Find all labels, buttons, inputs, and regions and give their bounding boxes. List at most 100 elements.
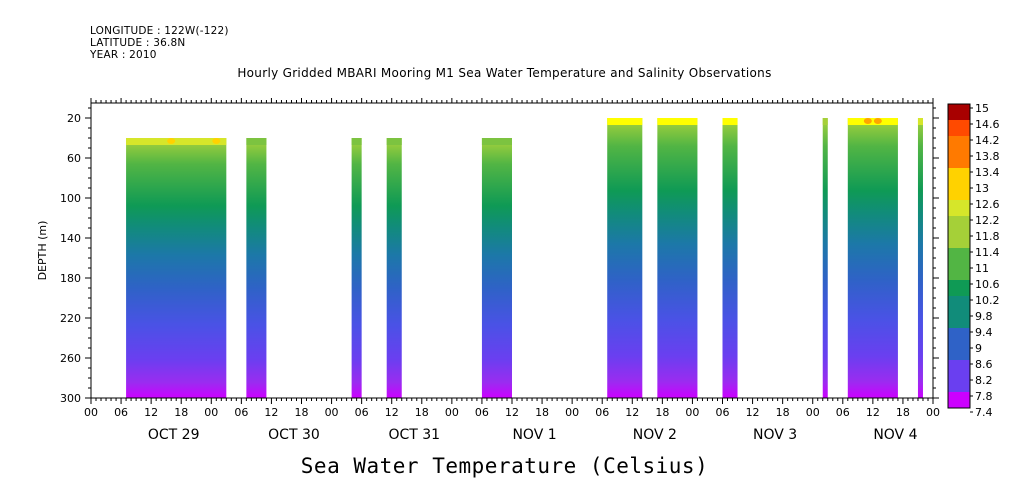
x-day-label: OCT 30 — [268, 427, 320, 443]
colorbar-tick-label: 8.2 — [975, 374, 993, 387]
x-hour-tick-label: 00 — [926, 406, 940, 419]
x-day-label: NOV 2 — [633, 427, 677, 443]
colorbar-band — [948, 360, 970, 377]
colorbar-tick-label: 10.2 — [975, 294, 1000, 307]
colorbar-tick-label: 11.8 — [975, 230, 1000, 243]
colorbar-band — [948, 120, 970, 137]
x-hour-tick-label: 06 — [595, 406, 609, 419]
colorbar-tick-label: 14.6 — [975, 118, 1000, 131]
surface-band — [607, 118, 643, 125]
colorbar-tick-label: 12.2 — [975, 214, 1000, 227]
y-tick-label: 300 — [60, 392, 81, 405]
surface-band — [917, 118, 923, 125]
x-hour-tick-label: 18 — [896, 406, 910, 419]
colorbar-tick-label: 7.8 — [975, 390, 993, 403]
colorbar-tick-label: 11 — [975, 262, 989, 275]
colorbar-band — [948, 280, 970, 297]
x-hour-tick-label: 00 — [325, 406, 339, 419]
x-hour-tick-label: 00 — [685, 406, 699, 419]
data-block — [657, 118, 698, 398]
colorbar-tick-label: 8.6 — [975, 358, 993, 371]
data-block — [822, 118, 828, 398]
x-day-label: NOV 4 — [873, 427, 917, 443]
colorbar-tick-label: 11.4 — [975, 246, 1000, 259]
colorbar-band — [948, 152, 970, 169]
data-block — [917, 118, 923, 398]
warm-spot — [167, 138, 176, 144]
warm-spot — [863, 118, 872, 124]
y-tick-label: 140 — [60, 232, 81, 245]
axes: 00 06 12 18 00 06 12 18 00 06 12 18 00 06 12 18 00 06 12 18… — [36, 98, 940, 443]
data-block — [722, 118, 738, 398]
x-hour-tick-label: 12 — [264, 406, 278, 419]
warm-spot — [873, 118, 882, 124]
y-tick-label: 60 — [67, 152, 81, 165]
x-hour-tick-label: 18 — [776, 406, 790, 419]
colorbar-band — [948, 104, 970, 121]
data-block — [847, 118, 898, 398]
y-tick-label: 260 — [60, 352, 81, 365]
x-day-label: OCT 31 — [388, 427, 440, 443]
surface-band — [481, 138, 512, 145]
x-hour-tick-label: 18 — [295, 406, 309, 419]
colorbar-tick-label: 14.2 — [975, 134, 1000, 147]
colorbar-band — [948, 296, 970, 313]
x-day-label: NOV 1 — [512, 427, 556, 443]
x-hour-tick-label: 18 — [535, 406, 549, 419]
colorbar-tick-label: 12.6 — [975, 198, 1000, 211]
data-block — [351, 138, 362, 398]
x-hour-tick-label: 06 — [836, 406, 850, 419]
x-hour-tick-label: 00 — [565, 406, 579, 419]
colorbar: 15 14.6 14.2 13.8 13.4 13 12.6 12.2 11.8 11.4 11 10… — [947, 102, 1000, 419]
x-hour-tick-label: 12 — [866, 406, 880, 419]
data-block — [246, 138, 267, 398]
colorbar-tick-label: 13.8 — [975, 150, 1000, 163]
data-block — [481, 138, 512, 398]
colorbar-band — [948, 232, 970, 249]
x-hour-tick-label: 12 — [144, 406, 158, 419]
surface-band — [246, 138, 267, 145]
colorbar-title: Sea Water Temperature (Celsius) — [300, 454, 709, 478]
colorbar-tick-label: 9 — [975, 342, 982, 355]
x-hour-tick-label: 00 — [84, 406, 98, 419]
colorbar-tick-label: 10.6 — [975, 278, 1000, 291]
x-hour-tick-label: 12 — [505, 406, 519, 419]
colorbar-tick-label: 13.4 — [975, 166, 1000, 179]
x-hour-tick-label: 00 — [806, 406, 820, 419]
y-tick-label: 220 — [60, 312, 81, 325]
data-block — [386, 138, 402, 398]
x-hour-tick-label: 00 — [445, 406, 459, 419]
surface-band — [657, 118, 698, 125]
chart-title: Hourly Gridded MBARI Mooring M1 Sea Wate… — [237, 66, 772, 80]
y-tick-label: 20 — [67, 112, 81, 125]
x-hour-tick-label: 06 — [475, 406, 489, 419]
colorbar-tick-label: 15 — [975, 102, 989, 115]
x-day-label: OCT 29 — [148, 427, 200, 443]
surface-band — [351, 138, 362, 145]
longitude-label: LONGITUDE : 122W(-122) — [90, 25, 229, 37]
surface-band — [126, 138, 227, 145]
surface-band — [722, 118, 738, 125]
colorbar-tick-label: 7.4 — [975, 406, 993, 419]
x-hour-tick-label: 06 — [114, 406, 128, 419]
x-hour-tick-label: 18 — [655, 406, 669, 419]
colorbar-band — [948, 376, 970, 393]
data-blocks — [126, 118, 923, 398]
x-hour-tick-label: 06 — [355, 406, 369, 419]
x-hour-tick-label: 18 — [174, 406, 188, 419]
colorbar-band — [948, 184, 970, 201]
colorbar-tick-label: 13 — [975, 182, 989, 195]
x-hour-tick-label: 12 — [625, 406, 639, 419]
colorbar-band — [948, 392, 970, 409]
x-hour-tick-label: 06 — [234, 406, 248, 419]
x-day-label: NOV 3 — [753, 427, 797, 443]
surface-band — [822, 118, 828, 125]
colorbar-tick-label: 9.4 — [975, 326, 993, 339]
latitude-label: LATITUDE : 36.8N — [90, 37, 186, 49]
colorbar-band — [948, 136, 970, 153]
colorbar-band — [948, 200, 970, 217]
colorbar-band — [948, 328, 970, 345]
surface-band — [386, 138, 402, 145]
y-tick-label: 100 — [60, 192, 81, 205]
colorbar-band — [948, 344, 970, 361]
